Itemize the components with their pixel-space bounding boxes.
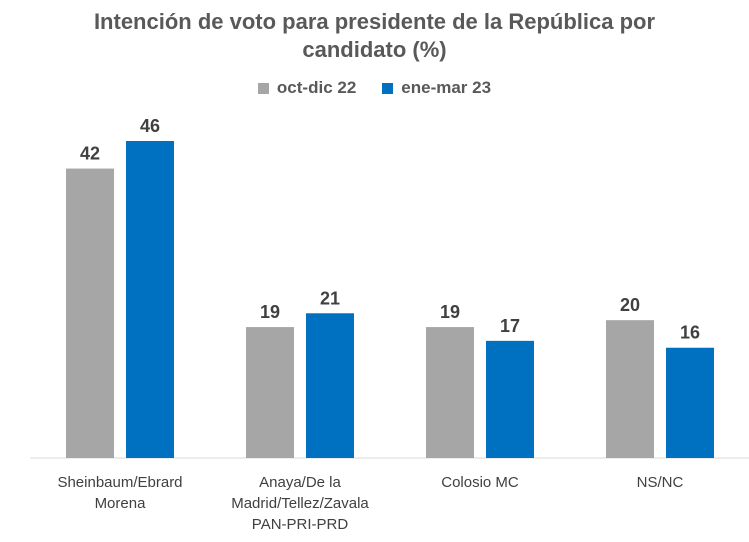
legend-item-series-1: oct-dic 22	[257, 78, 357, 98]
data-label-1-2: 19	[260, 302, 280, 322]
category-label-1-line-1: Sheinbaum/Ebrard	[57, 474, 182, 491]
bar-2-1	[126, 141, 174, 458]
data-label-2-4: 16	[680, 323, 700, 343]
chart-title: Intención de voto para presidente de la …	[40, 8, 709, 64]
legend-label-series-1: oct-dic 22	[276, 78, 357, 97]
data-label-1-1: 42	[80, 144, 100, 164]
category-label-3-line-1: Colosio MC	[441, 474, 519, 491]
data-label-1-4: 20	[620, 295, 640, 315]
chart-legend: oct-dic 22 ene-mar 23	[0, 78, 749, 98]
category-label-2-line-2: Madrid/Tellez/Zavala	[231, 495, 369, 512]
data-label-2-3: 17	[500, 316, 520, 336]
data-label-2-2: 21	[320, 288, 340, 308]
chart-title-line-2: candidato (%)	[302, 37, 447, 62]
bar-1-1	[66, 168, 114, 458]
legend-swatch-series-1	[257, 82, 269, 94]
data-label-1-3: 19	[440, 302, 460, 322]
bar-2-2	[306, 313, 354, 458]
bar-1-4	[606, 320, 654, 458]
legend-swatch-series-2	[382, 82, 394, 94]
data-label-2-1: 46	[140, 116, 160, 136]
bar-1-3	[426, 327, 474, 458]
bar-2-4	[666, 347, 714, 458]
category-label-4-line-1: NS/NC	[637, 474, 684, 491]
bar-1-2	[246, 327, 294, 458]
chart-title-line-1: Intención de voto para presidente de la …	[93, 9, 656, 34]
category-label-1-line-2: Morena	[95, 495, 147, 512]
legend-item-series-2: ene-mar 23	[382, 78, 491, 98]
legend-label-series-2: ene-mar 23	[401, 78, 492, 97]
category-label-2-line-1: Anaya/De la	[259, 474, 341, 491]
category-label-2-line-3: PAN-PRI-PRD	[252, 516, 349, 533]
bar-2-3	[486, 340, 534, 458]
